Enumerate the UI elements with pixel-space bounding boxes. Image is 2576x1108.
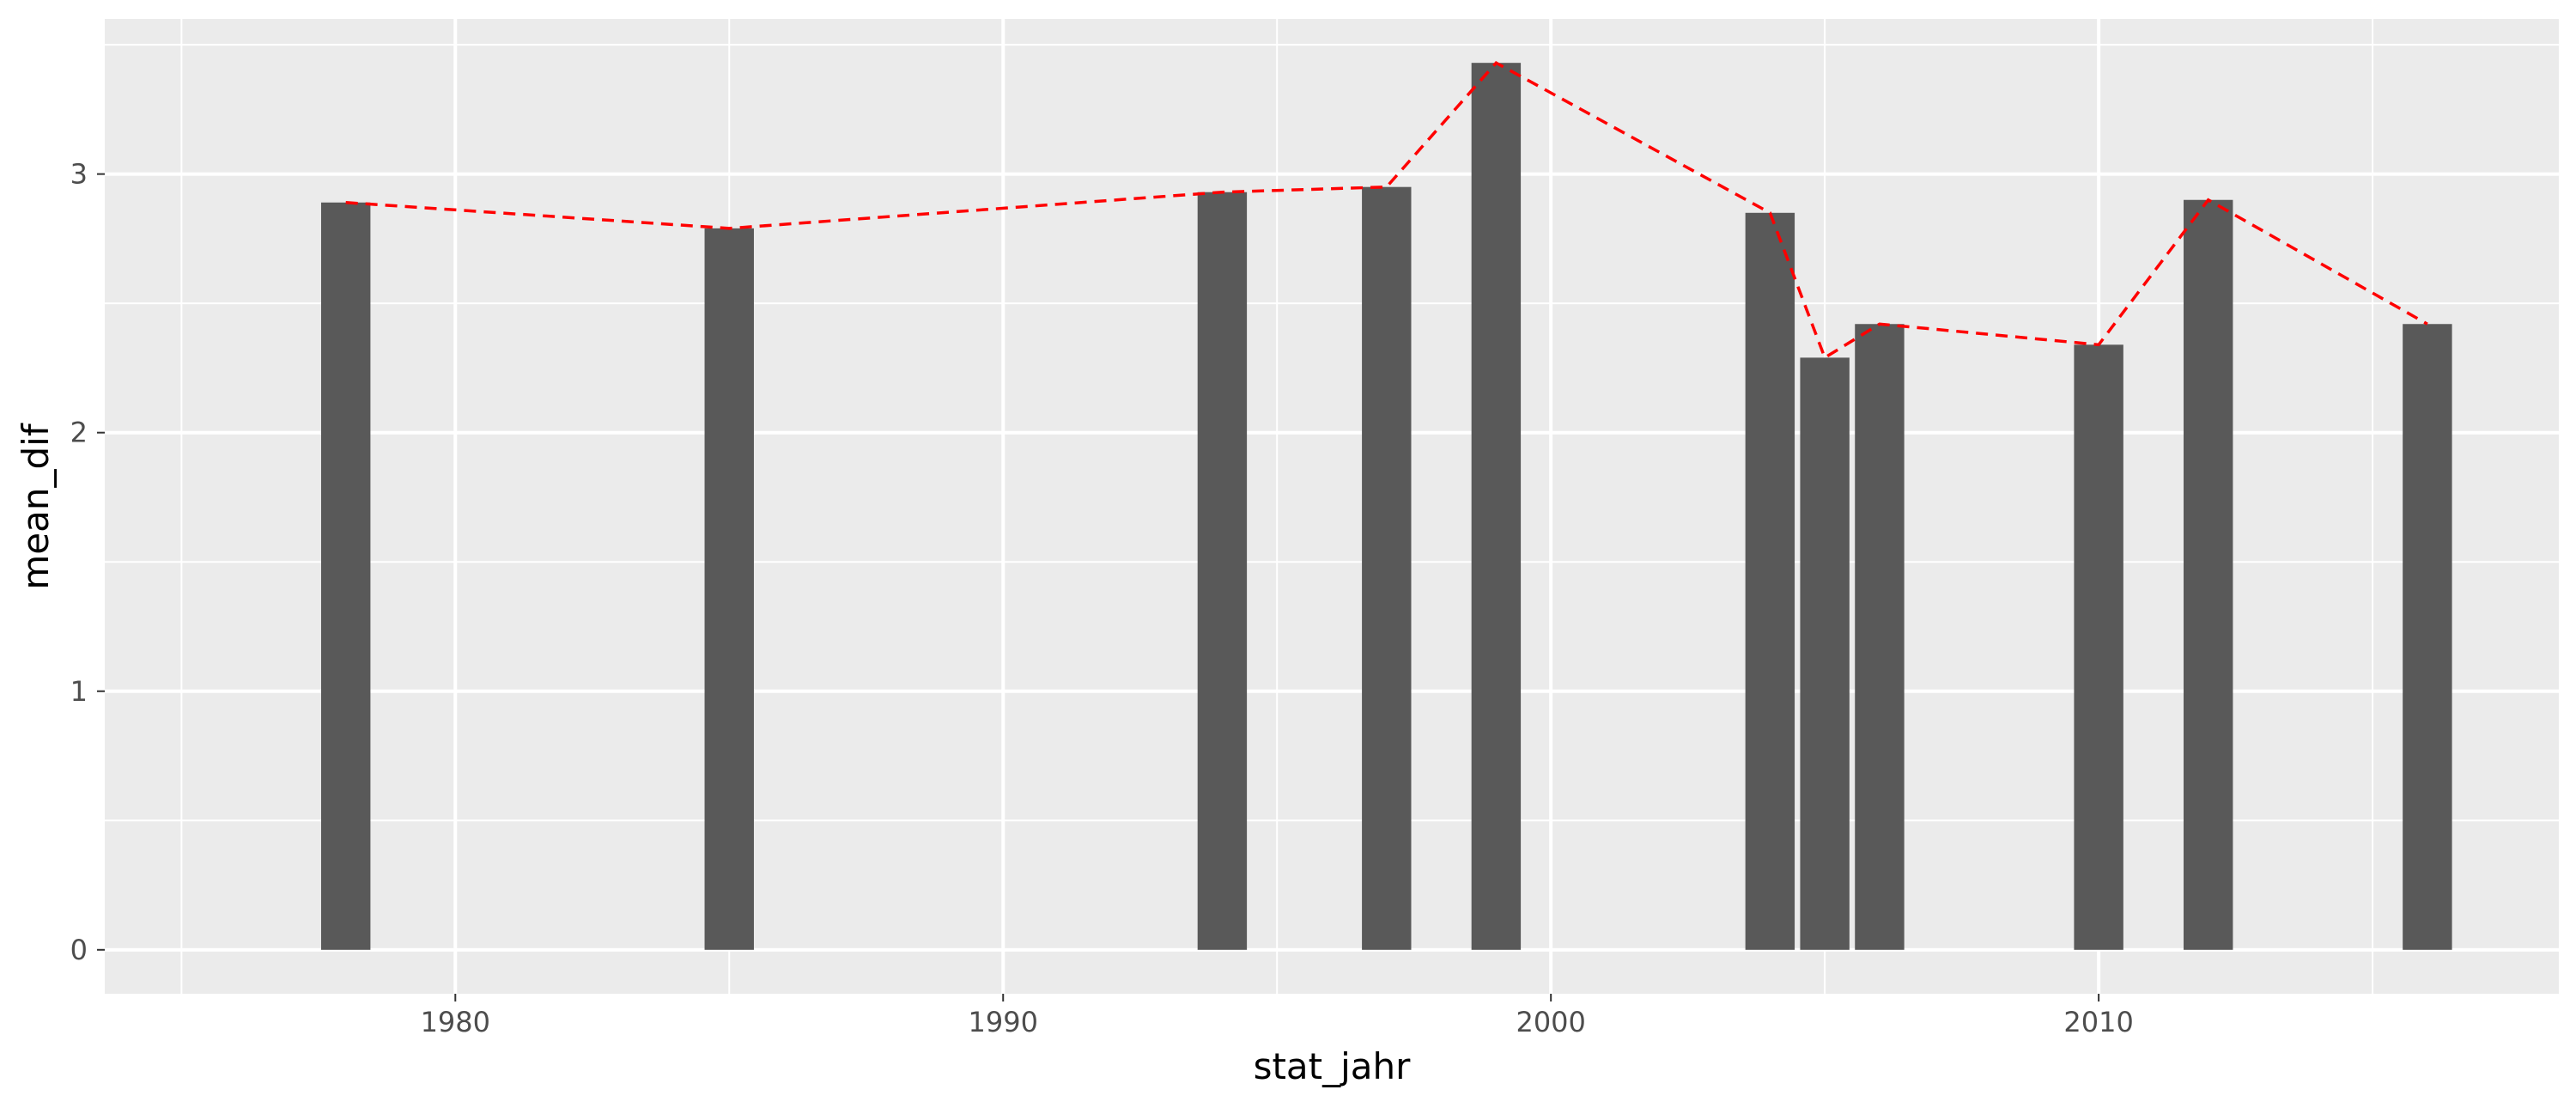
bars [320,63,2452,950]
x-tick-label: 1980 [421,1006,490,1038]
bar [1800,357,1850,950]
major-gridlines [105,19,2559,994]
bar [1745,212,1795,950]
bar [2074,344,2123,950]
x-axis: 1980 1990 2000 2010 [421,994,2134,1038]
y-tick-label: 2 [70,417,88,449]
x-axis-title: stat_jahr [1254,1045,1412,1087]
bar [2184,199,2233,950]
x-tick-label: 2000 [1516,1006,1585,1038]
mean-line [345,60,2428,360]
y-tick-label: 3 [70,158,88,191]
y-tick-label: 0 [70,934,88,966]
bar [320,202,371,950]
y-axis: 0 1 2 3 [70,158,105,966]
bar [1362,186,1412,950]
bar [2403,324,2452,950]
bar [704,228,754,950]
y-axis-title: mean_dif [15,423,57,589]
bar [1471,63,1522,950]
plot-panel [105,19,2559,994]
bar [1855,324,1905,950]
bar [1197,192,1248,950]
dashed-line [345,60,2428,360]
y-tick-label: 1 [70,675,88,708]
x-tick-label: 1990 [969,1006,1038,1038]
x-tick-label: 2010 [2063,1006,2133,1038]
